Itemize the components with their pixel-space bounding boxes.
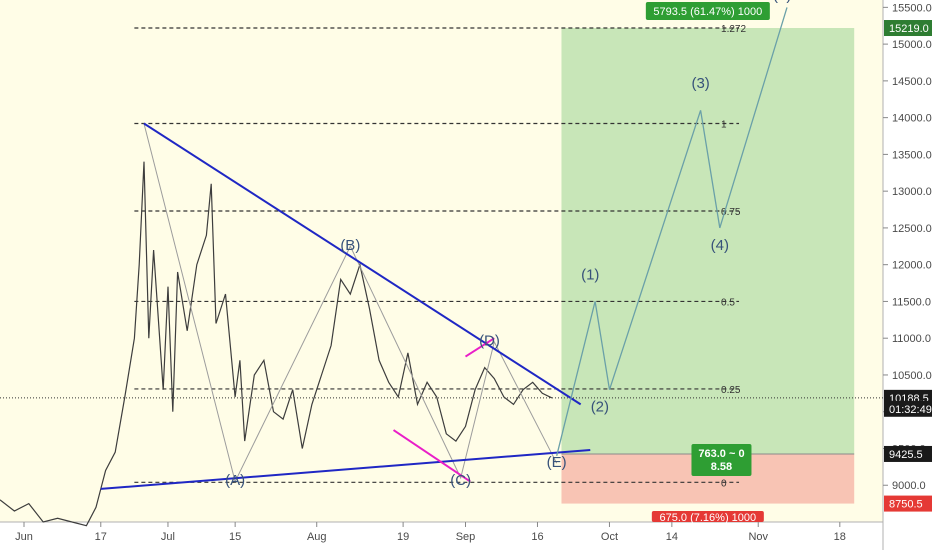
wave-label: (B): [340, 237, 360, 254]
time-tick-label: Nov: [748, 531, 768, 543]
ratio-tag: [691, 443, 752, 476]
wave-label: (2): [591, 399, 609, 416]
ratio-tag-value: 8.58: [711, 461, 732, 473]
time-tick-label: 16: [531, 531, 543, 543]
fib-label: 0.25: [721, 385, 741, 396]
fib-label: 0.75: [721, 207, 741, 218]
wave-label: (D): [479, 333, 500, 350]
time-tick-label: Sep: [456, 531, 476, 543]
fib-label: 1.272: [721, 24, 746, 35]
profit-zone: [561, 28, 855, 454]
magenta-segment: [464, 337, 495, 358]
price-axis[interactable]: 9000.09500.010000.010500.011000.011500.0…: [883, 2, 932, 492]
wave-label: (5): [773, 0, 791, 4]
axis-price-tag: [884, 20, 932, 37]
wave-label: (3): [691, 75, 709, 92]
time-tick-label: Jun: [15, 531, 33, 543]
wave-label: (C): [450, 472, 471, 489]
price-tick-label: 12500.0: [892, 223, 932, 235]
wave-label: (4): [711, 237, 729, 254]
position-tags: 15219.010188.501:32:499425.58750.55793.5…: [645, 2, 932, 524]
trendlines: [100, 122, 591, 490]
axis-price-tag-label: 9425.5: [889, 449, 923, 461]
axis-price-tag-label: 15219.0: [889, 23, 929, 35]
time-axis[interactable]: Jun 17 Jul 15 Aug 19 Sep 16 Oct 14 Nov 18: [15, 522, 846, 543]
price-tick-label: 10500.0: [892, 370, 932, 382]
projection-layer: [556, 7, 788, 456]
wave-label: (1): [581, 266, 599, 283]
time-tick-label: Aug: [307, 531, 327, 543]
axis-price-tag: [884, 400, 932, 417]
time-axis-background: [0, 522, 883, 550]
triangle-lower-line: [100, 448, 591, 490]
fib-label: 0.5: [721, 297, 735, 308]
axis-price-tag-label: 01:32:49: [889, 404, 932, 416]
price-tick-label: 14000.0: [892, 113, 932, 125]
price-tick-label: 15000.0: [892, 39, 932, 51]
axis-price-tag: [884, 495, 932, 512]
fib-label: 1: [721, 120, 727, 131]
loss-tag: [651, 511, 764, 522]
price-tick-label: 13500.0: [892, 149, 932, 161]
triangle-upper-line: [143, 122, 582, 406]
price-tick-label: 11500.0: [892, 296, 931, 308]
price-tick-label: 12000.0: [892, 260, 932, 272]
fib-label: 0: [721, 478, 727, 489]
time-tick-label: 17: [95, 531, 107, 543]
price-tick-label: 15500.0: [892, 2, 932, 14]
price-series-layer: [0, 123, 883, 527]
time-tick-label: Oct: [601, 531, 618, 543]
magenta-segment: [392, 429, 471, 483]
wave-label: (A): [225, 472, 245, 489]
wave-label: (E): [547, 454, 567, 471]
profit-tag-label: 5793.5 (61.47%) 1000: [653, 6, 762, 18]
ratio-tag-label: 763.0 ~ 0: [698, 448, 744, 460]
loss-tag-label: 675.0 (7.16%) 1000: [660, 512, 757, 524]
time-tick-label: Jul: [161, 531, 175, 543]
time-tick-label: 18: [834, 531, 846, 543]
wave-path: [143, 123, 558, 484]
time-tick-label: 15: [229, 531, 241, 543]
price-tick-label: 14500.0: [892, 76, 932, 88]
time-tick-label: 19: [397, 531, 409, 543]
projected-path: [556, 7, 788, 456]
time-tick-label: 14: [666, 531, 678, 543]
profit-tag: [645, 2, 770, 21]
wave-labels: (A) (B) (C) (D) (E) (1) (2) (3) (4) (5): [225, 0, 791, 489]
price-tick-label: 11000.0: [892, 333, 931, 345]
price-series-line: [0, 161, 553, 527]
axis-price-tag-label: 8750.5: [889, 499, 923, 511]
price-tick-label: 13000.0: [892, 186, 932, 198]
axis-price-tag: [884, 445, 932, 462]
price-tick-label: 9000.0: [892, 480, 926, 492]
position-zones: [561, 28, 855, 504]
